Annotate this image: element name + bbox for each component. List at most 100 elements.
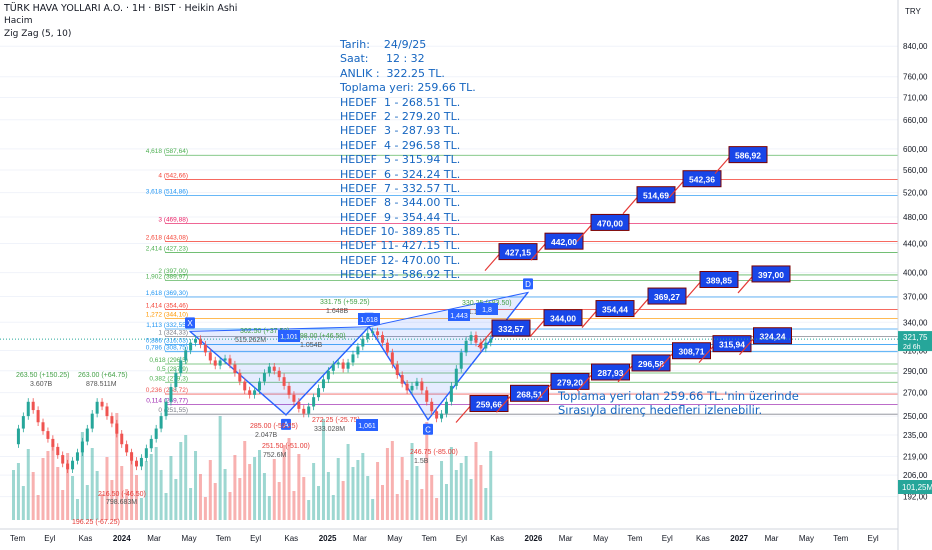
target-badge[interactable] — [498, 243, 538, 261]
candle — [440, 413, 444, 419]
candle — [435, 411, 439, 419]
target-pointer — [536, 383, 552, 401]
x-tick-label: May — [182, 534, 197, 543]
fib-label: 2,414 (427,23) — [146, 246, 188, 253]
volume-bar — [331, 495, 335, 520]
target-badge[interactable] — [550, 372, 590, 390]
volume-indicator-label[interactable]: Hacim — [4, 16, 33, 26]
accumulation-note: Toplama yeri olan 259.66 TL.'nin üzerind… — [558, 389, 799, 417]
volume-bar — [36, 495, 40, 520]
info-line: HEDEF 1 - 268.51 TL. — [340, 95, 461, 109]
volume-bar — [449, 447, 453, 520]
fib-label: 0,114 (259,77) — [146, 397, 188, 404]
target-badge[interactable] — [647, 287, 687, 305]
target-badge[interactable] — [728, 146, 768, 164]
candle — [390, 352, 394, 365]
candle — [336, 362, 340, 365]
x-tick-label: Mar — [765, 534, 779, 543]
candle — [164, 401, 168, 417]
target-pointer — [576, 225, 592, 242]
volume-bar — [292, 491, 296, 520]
volume-bar — [26, 449, 30, 520]
volume-bar — [169, 456, 173, 520]
candle — [228, 358, 232, 365]
y-tick-label: 520,00 — [903, 189, 928, 198]
fib-label: 3,618 (514,86) — [146, 189, 188, 196]
x-tick-label: May — [799, 534, 814, 543]
zigzag-badge-label: 1,618 — [360, 317, 378, 324]
target-badge[interactable] — [712, 335, 752, 353]
current-time-label: 2d 6h — [903, 344, 921, 351]
fib-label: 1,272 (344,10) — [146, 312, 188, 319]
target-badge[interactable] — [751, 265, 791, 283]
y-axis-panel[interactable] — [898, 0, 932, 550]
volume-bar — [95, 471, 99, 520]
volume-bar — [258, 450, 261, 520]
candle — [351, 354, 355, 363]
target-pointer — [698, 346, 714, 364]
fib-label: 0,5 (287,9) — [157, 366, 188, 373]
zigzag-label: 251.50 (-51.00) — [262, 443, 310, 450]
x-tick-label: Tem — [216, 534, 231, 543]
zigzag-indicator-label[interactable]: Zig Zag (5, 10) — [4, 29, 72, 39]
target-badge[interactable] — [672, 342, 711, 360]
target-badge[interactable] — [590, 213, 630, 231]
pattern-point-badge — [281, 418, 291, 430]
zigzag-label: 272.25 (-25.75) — [312, 417, 360, 424]
volume-bar — [198, 474, 202, 520]
pattern-point-label: X — [187, 319, 193, 328]
zigzag-badge-label: 1,443 — [450, 313, 468, 320]
y-tick-label: 710,00 — [903, 94, 928, 103]
volume-bar — [381, 485, 384, 520]
candle — [51, 438, 55, 447]
volume-bar — [100, 494, 104, 520]
target-badge[interactable] — [591, 363, 630, 381]
target-badge[interactable] — [595, 300, 635, 318]
target-badge[interactable] — [753, 327, 792, 345]
candle — [90, 413, 94, 429]
candle — [139, 457, 143, 467]
currency-label: TRY — [905, 7, 922, 16]
target-badge[interactable] — [636, 186, 676, 204]
fib-label: 0,236 (268,72) — [146, 387, 188, 394]
target-pointer — [714, 157, 730, 175]
x-tick-label: Eyl — [44, 534, 55, 543]
volume-bar — [415, 466, 419, 520]
zigzag-badge-label: 1,8 — [482, 307, 492, 314]
target-badge[interactable] — [682, 170, 722, 188]
volume-bar — [184, 435, 188, 520]
current-price-badge — [898, 331, 932, 352]
target-badge[interactable] — [469, 395, 509, 413]
candle — [169, 387, 173, 402]
y-tick-label: 660,00 — [903, 116, 928, 125]
candle — [479, 342, 483, 349]
candle — [317, 388, 321, 398]
target-label: 542,36 — [689, 175, 715, 185]
x-tick-label: Eyl — [456, 534, 467, 543]
volume-bar — [238, 478, 242, 520]
target-badge[interactable] — [491, 319, 531, 337]
target-label: 514,69 — [643, 191, 669, 201]
target-pointer — [668, 181, 684, 199]
target-pointer — [496, 395, 511, 413]
volume-bar — [208, 460, 212, 520]
candle — [208, 352, 212, 361]
volume-bar — [376, 462, 380, 520]
fib-label: 2,618 (443,08) — [146, 234, 188, 241]
target-label: 470,00 — [597, 218, 623, 228]
candle — [130, 452, 134, 461]
candle — [287, 385, 291, 395]
target-badge[interactable] — [699, 270, 739, 288]
target-badge[interactable] — [544, 232, 584, 250]
volume-bar — [479, 465, 483, 520]
volume-bar — [213, 483, 217, 520]
x-axis: Tem Eyl Kas 2024 Mar May Tem Eyl Kas 2025 Mar May Te… — [0, 528, 898, 543]
target-pointer — [617, 365, 633, 383]
target-badge[interactable] — [543, 309, 583, 327]
info-line: Toplama yeri: 259.66 TL. — [340, 81, 476, 95]
candle — [233, 364, 237, 373]
target-pointer — [685, 282, 701, 299]
candle — [267, 366, 271, 373]
candle — [272, 366, 276, 371]
